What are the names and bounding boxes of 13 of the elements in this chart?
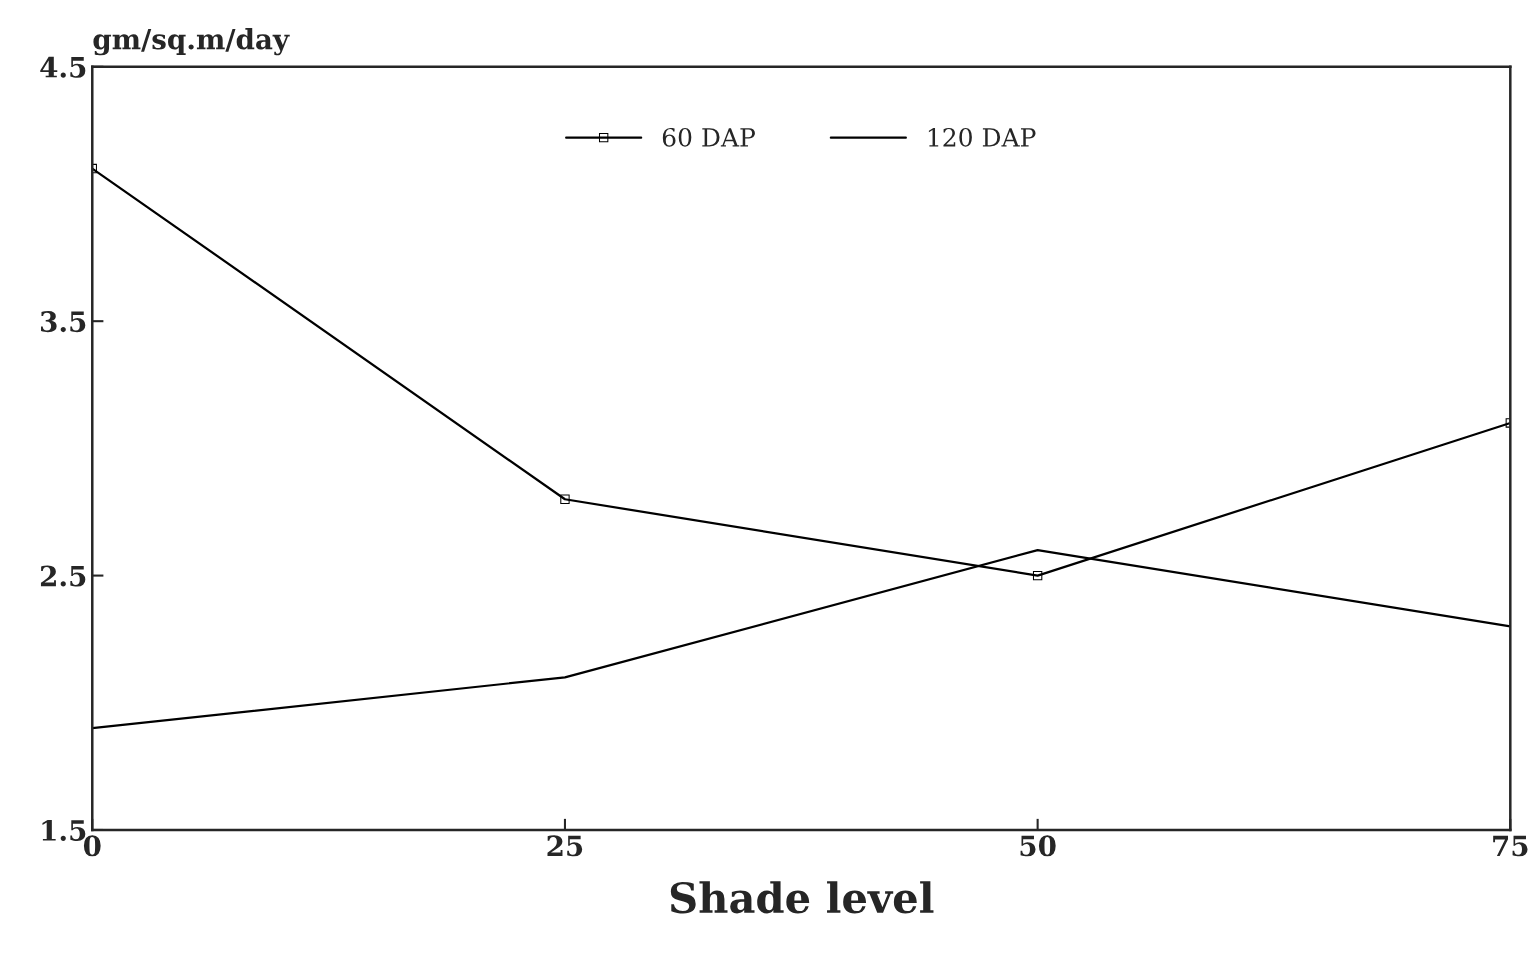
y-tick-label: 4.5 [40,56,86,78]
x-tick-label: 50 [1020,835,1056,857]
y-axis-title: gm/sq.m/day [93,28,290,56]
legend-label: 60 DAP [662,127,755,147]
y-tick-label: 2.5 [40,565,86,587]
x-tick-label: 25 [547,835,583,857]
x-axis-title: Shade level [670,881,934,914]
point [560,494,570,504]
y-tick-label: 1.5 [42,819,86,841]
legend-label: 120 DAP [928,127,1036,147]
x-tick-label: 75 [1493,835,1528,857]
y-tick-label: 3.5 [41,311,86,333]
x-tick-label: 0 [83,835,101,857]
